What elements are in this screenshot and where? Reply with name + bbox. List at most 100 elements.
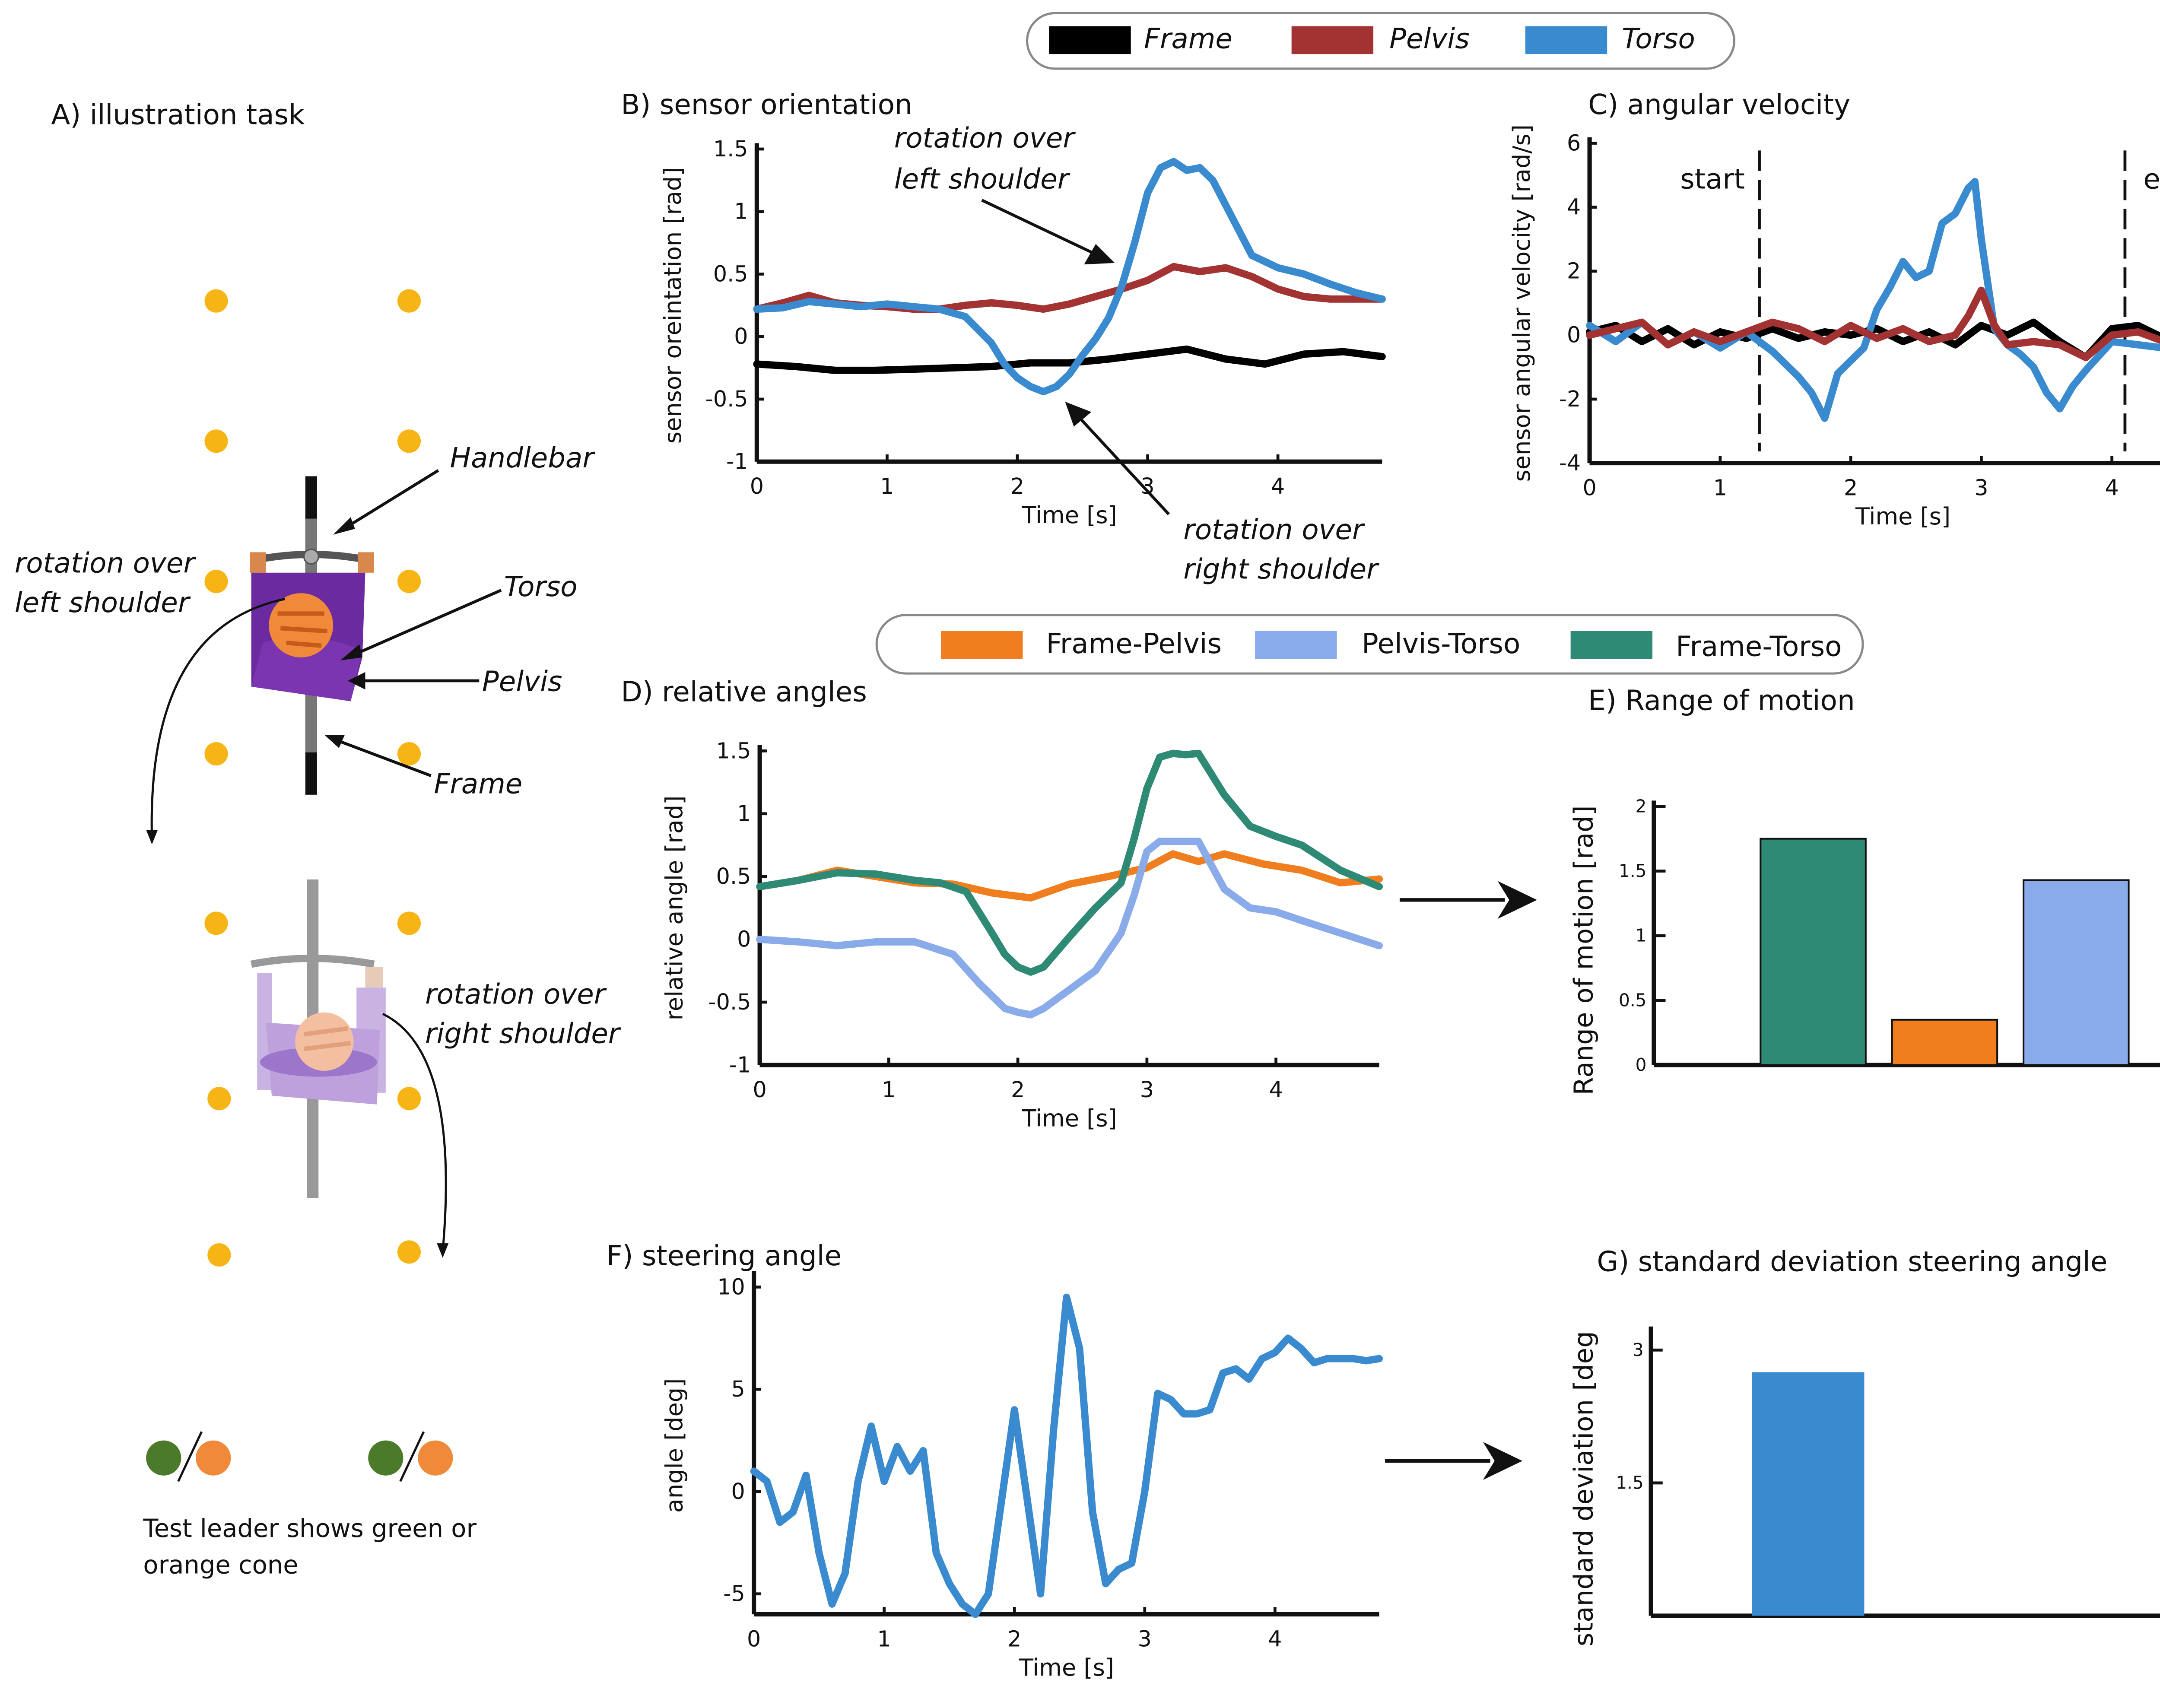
cone-icon (397, 289, 421, 313)
y-tick-label: 10 (717, 1274, 745, 1299)
label-rotation-left-1: rotation over (15, 547, 197, 580)
label-rotation-left-2: left shoulder (15, 587, 191, 619)
y-tick-label: 3 (1633, 1340, 1644, 1360)
x-tick-label: 0 (1582, 475, 1596, 500)
cone-icon (204, 289, 228, 313)
x-tick-label: 0 (753, 1077, 766, 1102)
label-rotation-right-1: rotation over (425, 978, 607, 1010)
y-tick-label: 6 (1567, 130, 1581, 156)
series-line-pelvis-torso (756, 838, 1383, 1019)
x-tick-label: 3 (1974, 475, 1988, 500)
series-line-frame (753, 345, 1386, 374)
y-tick-label: 5 (731, 1376, 745, 1402)
label-rotation-right-2: right shoulder (425, 1018, 621, 1050)
bar-frame-torso (1760, 838, 1867, 1066)
y-axis-label: standard deviation [deg (1568, 1331, 1599, 1646)
bicycle-top-view-1-icon (250, 476, 374, 795)
panel-b-title: B) sensor orientation (621, 89, 912, 121)
y-tick-label: 0 (1636, 1054, 1647, 1075)
x-tick-label: 4 (1268, 1626, 1282, 1652)
y-tick-label: -0.5 (708, 989, 751, 1015)
legend-label-frame: Frame (1144, 23, 1232, 55)
legend-swatch-frame-pelvis (941, 631, 1023, 659)
marker-label-end: end (2143, 163, 2160, 195)
anno-rotation-right-1: rotation over (1183, 514, 1365, 546)
y-tick-label: -1 (729, 1052, 751, 1077)
x-tick-label: 3 (1138, 1626, 1152, 1652)
cone-icon (207, 1087, 231, 1111)
series-line-torso (1586, 178, 2160, 422)
legend-label-torso: Torso (1622, 23, 1695, 55)
bar-pelvis-torso (2023, 879, 2130, 1066)
legend-top: Frame Pelvis Torso (1026, 12, 1735, 70)
y-tick-label: -2 (1559, 386, 1581, 412)
x-tick-label: 3 (1140, 1077, 1154, 1102)
x-axis-label: Time [s] (1019, 1654, 1114, 1681)
y-tick-label: -0.5 (705, 386, 748, 412)
y-tick-label: 0 (731, 1479, 745, 1504)
x-axis-label: Time [s] (1855, 503, 1950, 530)
chart-g-std-steering-angle: 1.5 3 standard deviation [deg (1568, 1326, 2160, 1646)
panel-g-title: G) standard deviation steering angle (1597, 1245, 2108, 1278)
series-line-frame (1586, 318, 2160, 362)
y-tick-label: -5 (723, 1581, 745, 1606)
y-axis-label: sensor angular velocity [rad/s] (1508, 124, 1535, 482)
legend-swatch-pelvis-torso (1255, 631, 1337, 659)
y-tick-label: -4 (1559, 450, 1581, 476)
series-line-pelvis (1586, 286, 2160, 362)
green-cone-icon (146, 1440, 181, 1476)
legend-label-frame-pelvis: Frame-Pelvis (1046, 628, 1222, 660)
x-tick-label: 2 (1007, 1626, 1021, 1652)
bicycle-top-view-2-icon (251, 879, 386, 1198)
y-tick-label: 0 (734, 324, 748, 349)
y-tick-label: 1 (1636, 925, 1647, 946)
caption-line-2: orange cone (143, 1550, 298, 1579)
y-axis-label: Range of motion [rad] (1568, 805, 1599, 1095)
label-pelvis: Pelvis (482, 666, 562, 698)
x-tick-label: 2 (1010, 473, 1024, 499)
y-tick-label: 0 (1567, 322, 1581, 348)
x-tick-label: 4 (1269, 1077, 1283, 1102)
panel-b-annotations: rotation over left shoulder rotation ove… (894, 122, 1379, 586)
legend-label-frame-torso: Frame-Torso (1676, 631, 1842, 663)
y-axis-label: angle [deg] (661, 1378, 688, 1513)
cone-icon (204, 742, 228, 766)
label-torso: Torso (504, 571, 578, 603)
x-axis-label: Time [s] (1022, 502, 1117, 529)
x-tick-label: 0 (747, 1626, 761, 1652)
y-axis-label: relative angle [rad] (661, 796, 688, 1021)
x-axis-label: Time [s] (1022, 1105, 1117, 1132)
green-orange-cones (146, 1431, 453, 1482)
legend-swatch-frame-torso (1570, 631, 1653, 659)
anno-rotation-left-2: left shoulder (894, 163, 1070, 195)
orange-cone-icon (196, 1440, 231, 1476)
anno-rotation-left-1: rotation over (894, 122, 1076, 155)
y-tick-label: 4 (1567, 194, 1581, 219)
cone-icon (397, 911, 421, 935)
cone-icon (397, 569, 421, 594)
x-tick-label: 4 (1271, 473, 1285, 499)
y-tick-label: 1 (737, 801, 751, 826)
legend-swatch-frame (1049, 26, 1131, 54)
anno-rotation-right-2: right shoulder (1183, 553, 1379, 585)
y-tick-label: 0.5 (716, 864, 751, 889)
y-tick-label: -1 (726, 449, 748, 474)
cone-icon (204, 911, 228, 935)
legend-label-pelvis-torso: Pelvis-Torso (1362, 628, 1520, 660)
cone-icon (397, 1240, 421, 1264)
panel-f-title: F) steering angle (607, 1240, 842, 1272)
cones (204, 289, 421, 1267)
cone-icon (397, 742, 421, 766)
legend-swatch-torso (1525, 26, 1607, 54)
green-cone-icon (368, 1440, 403, 1476)
x-tick-label: 1 (877, 1626, 891, 1652)
cone-icon (204, 569, 228, 594)
bar-frame-pelvis (1891, 1019, 1998, 1066)
y-tick-label: 1.5 (1616, 1472, 1644, 1493)
y-tick-label: 1.5 (1619, 860, 1647, 881)
series-line-frame-torso (756, 749, 1383, 976)
